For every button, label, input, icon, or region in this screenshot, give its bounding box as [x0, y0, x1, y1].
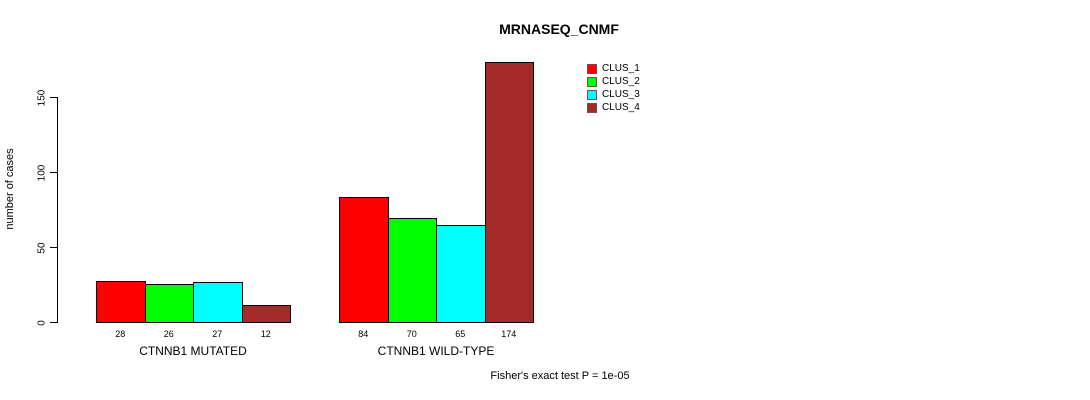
- legend-item-clus-2: CLUS_2: [587, 75, 640, 88]
- y-axis-line: [57, 97, 58, 323]
- chart-title: MRNASEQ_CNMF: [499, 21, 619, 37]
- bar-clus-1-ctnnb1-mutated: [96, 280, 146, 323]
- y-tick-mark-150: [50, 97, 57, 98]
- bar-clus-3-ctnnb1-wild-type: [436, 225, 486, 323]
- legend-label-clus-1: CLUS_1: [602, 63, 640, 74]
- group-label-ctnnb1-wild-type: CTNNB1 WILD-TYPE: [377, 343, 495, 358]
- bar-value-label-clus-2-ctnnb1-mutated: 26: [163, 328, 174, 339]
- legend-item-clus-1: CLUS_1: [587, 62, 640, 75]
- bar-clus-4-ctnnb1-mutated: [241, 304, 291, 323]
- y-tick-label-50: 50: [36, 241, 48, 254]
- bar-clus-4-ctnnb1-wild-type: [484, 61, 534, 323]
- bar-value-label-clus-3-ctnnb1-mutated: 27: [212, 328, 223, 339]
- y-tick-label-150: 150: [36, 89, 48, 106]
- y-tick-mark-0: [50, 322, 57, 323]
- bar-value-label-clus-4-ctnnb1-wild-type: 174: [501, 328, 517, 339]
- bar-value-label-clus-1-ctnnb1-wild-type: 84: [358, 328, 369, 339]
- legend-label-clus-2: CLUS_2: [602, 76, 640, 87]
- bar-clus-2-ctnnb1-wild-type: [387, 217, 437, 323]
- legend-swatch-clus-1: [587, 63, 597, 74]
- y-tick-label-100: 100: [36, 164, 48, 181]
- y-tick-mark-50: [50, 247, 57, 248]
- bar-value-label-clus-1-ctnnb1-mutated: 28: [115, 328, 126, 339]
- bar-clus-3-ctnnb1-mutated: [193, 282, 243, 323]
- legend: CLUS_1 CLUS_2 CLUS_3 CLUS_4: [587, 62, 640, 114]
- bar-value-label-clus-4-ctnnb1-mutated: 12: [260, 328, 271, 339]
- y-axis-label: number of cases: [4, 148, 16, 230]
- legend-swatch-clus-2: [587, 76, 597, 87]
- legend-item-clus-3: CLUS_3: [587, 88, 640, 101]
- footnote-text: Fisher's exact test P = 1e-05: [490, 370, 630, 382]
- legend-swatch-clus-3: [587, 89, 597, 100]
- group-label-ctnnb1-mutated: CTNNB1 MUTATED: [139, 343, 247, 358]
- bar-clus-1-ctnnb1-wild-type: [339, 196, 389, 323]
- legend-item-clus-4: CLUS_4: [587, 101, 640, 114]
- y-tick-mark-100: [50, 172, 57, 173]
- bar-clus-2-ctnnb1-mutated: [144, 283, 194, 323]
- legend-swatch-clus-4: [587, 102, 597, 113]
- bar-value-label-clus-3-ctnnb1-wild-type: 65: [455, 328, 466, 339]
- legend-label-clus-3: CLUS_3: [602, 89, 640, 100]
- legend-label-clus-4: CLUS_4: [602, 102, 640, 113]
- bar-value-label-clus-2-ctnnb1-wild-type: 70: [406, 328, 417, 339]
- y-tick-label-0: 0: [36, 319, 48, 326]
